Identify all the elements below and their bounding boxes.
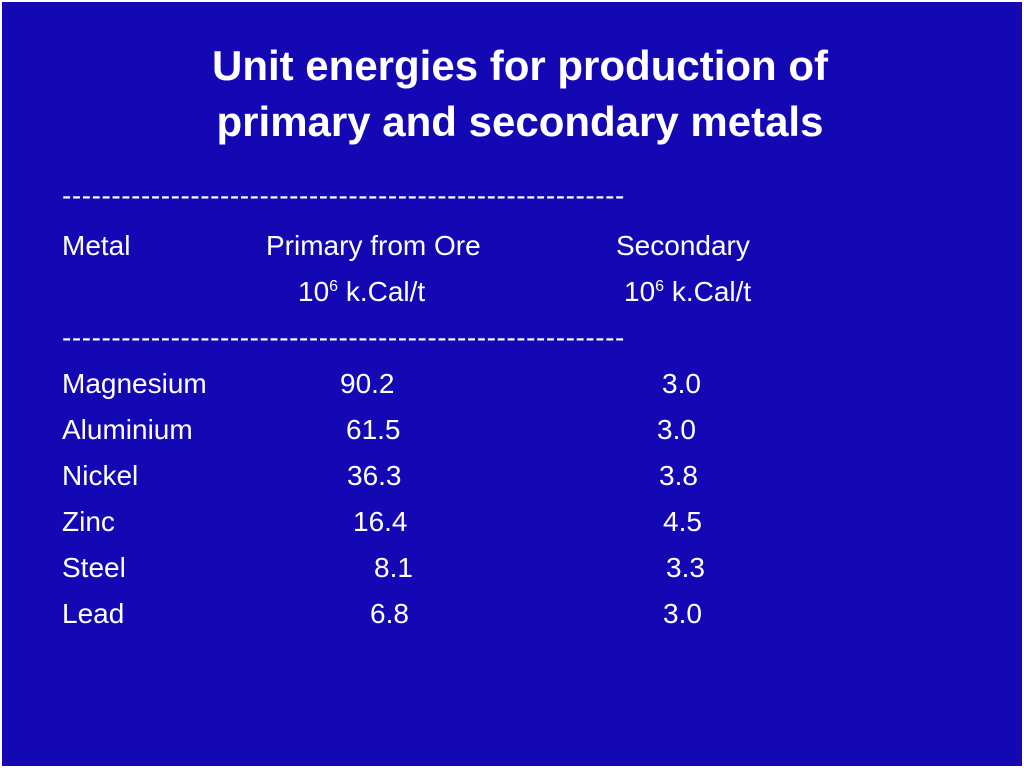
row-primary: 36.3 <box>347 460 402 491</box>
unit-suffix: k.Cal/t <box>664 276 752 307</box>
unit-exponent: 6 <box>655 278 665 295</box>
header-primary: Primary from Ore <box>266 230 481 261</box>
row-primary: 90.2 <box>340 368 395 399</box>
header-metal: Metal <box>62 230 131 261</box>
row-metal: Magnesium <box>62 368 207 399</box>
row-secondary: 3.0 <box>663 598 702 629</box>
row-secondary: 3.0 <box>657 414 696 445</box>
top-rule: ----------------------------------------… <box>62 180 625 211</box>
header-secondary-unit: 106 k.Cal/t <box>624 276 751 308</box>
row-secondary: 3.8 <box>659 460 698 491</box>
row-metal: Nickel <box>62 460 139 491</box>
row-metal: Zinc <box>62 506 115 537</box>
row-primary: 6.8 <box>370 598 409 629</box>
header-secondary: Secondary <box>616 230 750 261</box>
row-primary: 8.1 <box>374 552 413 583</box>
unit-base: 10 <box>624 276 656 307</box>
slide-title: Unit energies for production of primary … <box>2 38 1022 150</box>
title-line-1: Unit energies for production of <box>212 42 828 89</box>
row-primary: 61.5 <box>346 414 401 445</box>
row-metal: Aluminium <box>62 414 193 445</box>
row-metal: Lead <box>62 598 125 629</box>
header-rule: ----------------------------------------… <box>62 322 625 353</box>
unit-exponent: 6 <box>329 278 339 295</box>
unit-base: 10 <box>298 276 330 307</box>
row-secondary: 3.0 <box>662 368 701 399</box>
row-secondary: 4.5 <box>663 506 702 537</box>
header-primary-unit: 106 k.Cal/t <box>298 276 425 308</box>
unit-suffix: k.Cal/t <box>338 276 426 307</box>
row-metal: Steel <box>62 552 126 583</box>
row-secondary: 3.3 <box>666 552 705 583</box>
row-primary: 16.4 <box>353 506 408 537</box>
title-line-2: primary and secondary metals <box>216 98 824 145</box>
